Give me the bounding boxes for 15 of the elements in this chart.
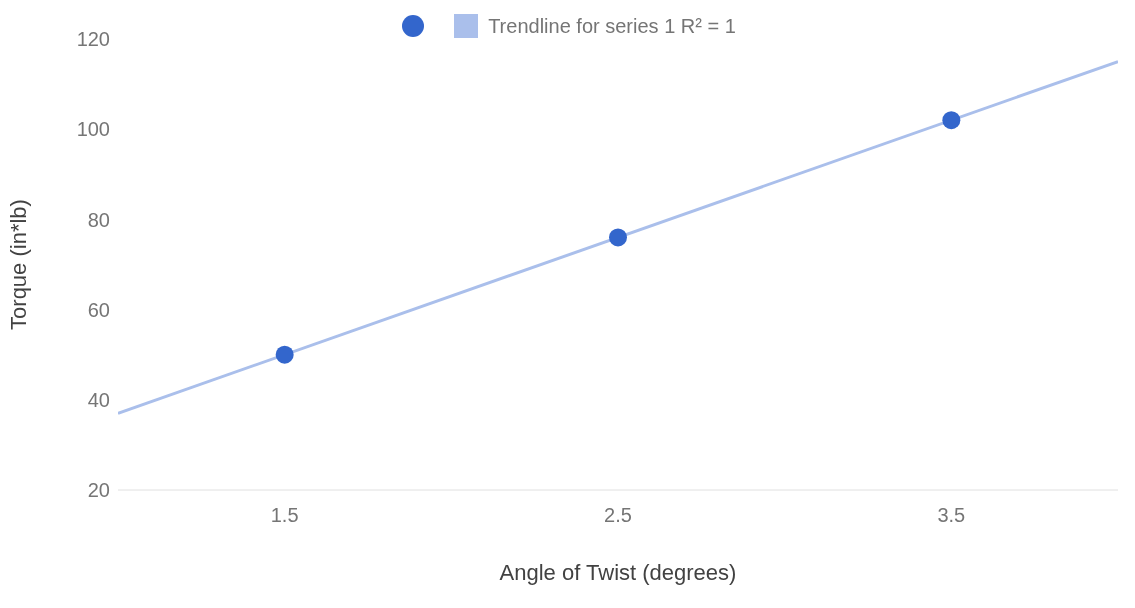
point (275, 345, 294, 364)
y-tick-label: 20 (87, 479, 110, 502)
y-tick-label: 40 (87, 388, 110, 411)
y-tick-label: 120 (76, 28, 110, 51)
x-axis-title: Angle of Twist (degrees) (499, 560, 737, 585)
x-tick-label: 3.5 (937, 504, 966, 527)
x-tick-label: 2.5 (604, 504, 632, 527)
y-tick-label: 100 (76, 118, 110, 141)
y-axis-title: Torque (in*lb) (5, 199, 31, 330)
y-tick-label: 80 (87, 208, 110, 231)
x-tick-label: 1.5 (270, 504, 299, 527)
legend-label: Trendline for series 1 R² = 1 (488, 14, 736, 38)
y-tick-label: 60 (87, 298, 110, 321)
point (942, 111, 961, 130)
point (609, 228, 627, 247)
